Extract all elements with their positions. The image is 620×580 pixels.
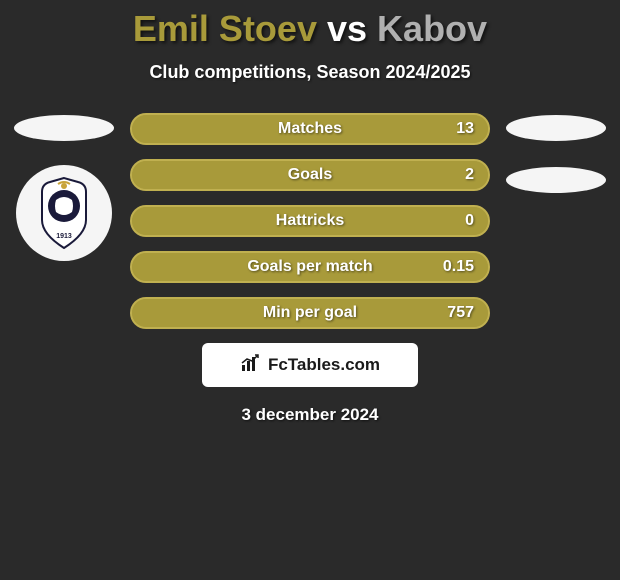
stat-bar: Hattricks 0 [130,205,490,237]
date-text: 3 december 2024 [0,405,620,425]
comparison-title: Emil Stoev vs Kabov [0,0,620,50]
stat-label: Matches [278,120,342,138]
stat-value: 13 [456,120,474,138]
player2-rank-badge-2 [506,167,606,193]
subtitle: Club competitions, Season 2024/2025 [0,62,620,83]
stat-value: 0.15 [443,258,474,276]
stats-column: Matches 13 Goals 2 Hattricks 0 Goals per match… [120,113,500,329]
brand-text: FcTables.com [268,355,380,375]
content-area: 1913 Matches 13 Goals 2 Hattricks 0 Goals per … [0,113,620,329]
player2-rank-badge [506,115,606,141]
vs-text: vs [327,8,367,49]
player1-club-badge: 1913 [16,165,112,261]
stat-value: 0 [465,212,474,230]
stat-bar: Matches 13 [130,113,490,145]
stat-label: Goals per match [247,258,372,276]
player2-name: Kabov [377,8,487,49]
stat-label: Min per goal [263,304,357,322]
stat-value: 757 [447,304,474,322]
right-column [500,113,612,329]
club-crest-icon: 1913 [32,176,96,250]
stat-bar: Goals per match 0.15 [130,251,490,283]
svg-text:1913: 1913 [56,233,72,240]
player1-rank-badge [14,115,114,141]
stat-value: 2 [465,166,474,184]
stat-label: Goals [288,166,332,184]
stat-label: Hattricks [276,212,344,230]
stat-bar: Goals 2 [130,159,490,191]
stat-bar: Min per goal 757 [130,297,490,329]
brand-box[interactable]: FcTables.com [202,343,418,387]
chart-icon [240,353,262,378]
left-column: 1913 [8,113,120,329]
player1-name: Emil Stoev [133,8,317,49]
